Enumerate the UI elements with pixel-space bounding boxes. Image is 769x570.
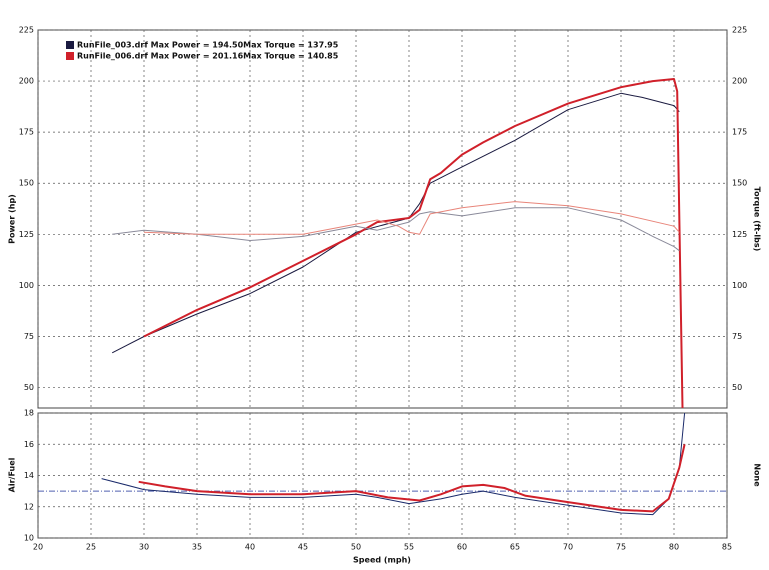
- y2-tick-label: 225: [732, 26, 747, 35]
- x-tick-label: 55: [404, 543, 414, 552]
- y2-tick-label: 150: [732, 179, 747, 188]
- x-tick-label: 35: [192, 543, 202, 552]
- series-line: [138, 444, 686, 513]
- series-line: [112, 207, 680, 252]
- y-axis-label: Power (hp): [8, 194, 17, 244]
- y2-tick-label: 75: [732, 332, 742, 341]
- x-tick-label: 30: [139, 543, 149, 552]
- y-tick-label: 12: [24, 502, 34, 511]
- y-tick-label: 16: [24, 440, 34, 449]
- legend-swatch: [66, 41, 74, 49]
- x-tick-label: 80: [669, 543, 679, 552]
- x-tick-label: 40: [245, 543, 255, 552]
- y-tick-label: 125: [19, 230, 34, 239]
- y-tick-label: 100: [19, 281, 34, 290]
- legend-label: RunFile_003.drf Max Power = 194.50Max To…: [77, 41, 339, 50]
- x-tick-label: 25: [86, 543, 96, 552]
- x-tick-label: 60: [457, 543, 467, 552]
- y-tick-label: 14: [24, 471, 34, 480]
- x-tick-label: 75: [616, 543, 626, 552]
- y2-axis-label: Torque (ft-lbs): [753, 187, 762, 252]
- x-tick-label: 85: [722, 543, 732, 552]
- y-tick-label: 18: [24, 409, 34, 418]
- y-tick-label: 200: [19, 77, 34, 86]
- series-line: [143, 78, 684, 409]
- y-tick-label: 225: [19, 26, 34, 35]
- y2-tick-label: 175: [732, 128, 747, 137]
- y-tick-label: 150: [19, 179, 34, 188]
- series-line: [101, 412, 686, 516]
- x-tick-label: 45: [298, 543, 308, 552]
- top-frame: [37, 29, 728, 409]
- y2-tick-label: 50: [732, 383, 742, 392]
- x-tick-label: 65: [510, 543, 520, 552]
- bottom-frame: [37, 412, 728, 539]
- series-line: [143, 201, 680, 235]
- x-tick-label: 50: [351, 543, 361, 552]
- y2-tick-label: 200: [732, 77, 747, 86]
- y-tick-label: 75: [24, 332, 34, 341]
- legend-label: RunFile_006.drf Max Power = 201.16Max To…: [77, 52, 339, 61]
- y-tick-label: 175: [19, 128, 34, 137]
- x-tick-label: 20: [33, 543, 43, 552]
- y2-tick-label: 125: [732, 230, 747, 239]
- legend-swatch: [66, 52, 74, 60]
- y-tick-label: 10: [24, 534, 34, 543]
- y2-tick-label: 100: [732, 281, 747, 290]
- x-axis-label: Speed (mph): [353, 556, 411, 565]
- x-tick-label: 70: [563, 543, 573, 552]
- y-axis-label: Air/Fuel: [8, 457, 17, 492]
- y2-axis-label: None: [753, 463, 762, 487]
- y-tick-label: 50: [24, 383, 34, 392]
